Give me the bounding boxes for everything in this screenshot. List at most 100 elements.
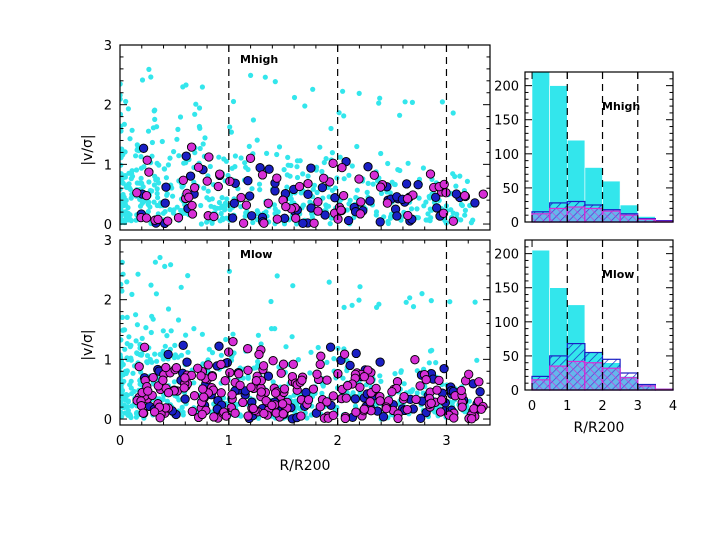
scatter-point — [209, 196, 215, 202]
scatter-point — [328, 391, 338, 401]
scatter-point — [120, 372, 126, 378]
scatter-point — [141, 164, 147, 170]
scatter-point — [158, 375, 168, 385]
scatter-point — [254, 208, 260, 214]
scatter-point — [148, 372, 158, 383]
scatter-point — [238, 218, 249, 228]
scatter-point — [120, 385, 124, 391]
panel-top-right: 0 50 100 150 200 Mhigh — [494, 71, 674, 231]
scatter-point — [120, 376, 123, 382]
scatter-point — [306, 163, 316, 173]
scatter-point — [129, 173, 136, 179]
scatter-point — [123, 202, 129, 208]
scatter-point — [283, 344, 289, 350]
scatter-point — [172, 342, 178, 348]
scatter-point — [407, 388, 413, 395]
scatter-point — [241, 200, 252, 210]
scatter-point — [134, 361, 144, 372]
scatter-point — [243, 176, 253, 186]
scatter-point — [322, 375, 332, 385]
scatter-point — [153, 291, 159, 297]
scatter-point — [340, 413, 350, 424]
scatter-point — [328, 158, 338, 168]
scatter-point — [290, 283, 296, 289]
scatter-point — [199, 84, 205, 90]
scatter-point — [315, 344, 321, 351]
scatter-point — [304, 415, 310, 421]
scatter-point — [245, 373, 251, 380]
scatter-point — [219, 195, 225, 201]
scatter-point — [296, 411, 306, 421]
scatter-point — [349, 163, 355, 169]
scatter-point — [120, 175, 126, 182]
scatter-point — [144, 360, 150, 366]
scatter-point — [337, 154, 343, 160]
scatter-point — [351, 407, 361, 417]
scatter-point — [325, 203, 332, 209]
scatter-point — [467, 414, 477, 424]
scatter-point — [120, 171, 124, 177]
scatter-point — [478, 189, 488, 199]
scatter-point — [129, 403, 135, 409]
scatter-point — [147, 204, 153, 210]
scatter-point — [474, 377, 484, 387]
scatter-point — [139, 180, 145, 186]
scatter-point — [263, 371, 274, 381]
y-tick-label: 100 — [494, 148, 519, 163]
scatter-point — [433, 360, 439, 366]
scatter-point — [198, 384, 208, 394]
scatter-point — [337, 162, 347, 173]
y-tick-label: 2 — [104, 294, 112, 309]
scatter-point — [322, 397, 332, 407]
scatter-point — [449, 413, 459, 423]
scatter-point — [170, 210, 176, 216]
scatter-point — [459, 202, 465, 209]
scatter-point — [146, 179, 152, 185]
scatter-point — [193, 363, 203, 373]
scatter-point — [129, 127, 135, 133]
scatter-point — [302, 103, 308, 109]
panel-top-left: 0 1 2 3 Mhigh |v/σ| — [80, 39, 491, 233]
scatter-point — [209, 350, 216, 356]
scatter-point — [167, 155, 173, 161]
scatter-point — [294, 164, 300, 170]
scatter-point — [300, 171, 306, 177]
scatter-point — [410, 355, 420, 365]
scatter-point — [165, 162, 171, 168]
scatter-point — [458, 217, 464, 223]
scatter-point — [439, 179, 449, 190]
scatter-point — [154, 186, 160, 192]
scatter-point — [124, 368, 130, 374]
scatter-point — [416, 195, 422, 201]
scatter-point — [272, 206, 278, 212]
scatter-point — [378, 412, 389, 422]
scatter-point — [154, 190, 160, 197]
x-axis-label-left: R/R200 — [280, 458, 331, 474]
histogram-bar — [531, 249, 550, 391]
scatter-point — [148, 329, 154, 336]
scatter-point — [232, 164, 238, 170]
scatter-point — [320, 210, 330, 220]
scatter-point — [223, 158, 229, 164]
scatter-point — [149, 188, 155, 194]
scatter-point — [204, 219, 210, 225]
scatter-point — [381, 403, 391, 414]
scatter-point — [219, 215, 226, 221]
scatter-point — [426, 398, 436, 408]
scatter-point — [425, 211, 431, 217]
scatter-point — [160, 198, 170, 208]
scatter-point — [216, 154, 222, 160]
y-tick-label: 150 — [494, 114, 519, 129]
scatter-point — [336, 205, 346, 215]
panel-bottom-right: 0 1 2 3 4 0 50 100 150 200 Mlow R/R200 — [494, 239, 677, 436]
scatter-point — [187, 209, 198, 219]
scatter-point — [216, 388, 226, 398]
scatter-point — [397, 167, 403, 174]
scatter-point — [313, 206, 323, 216]
scatter-point — [178, 340, 188, 350]
scatter-point — [197, 125, 203, 131]
scatter-point — [230, 98, 237, 105]
scatter-point — [128, 385, 134, 391]
scatter-point — [378, 150, 384, 157]
scatter-point — [203, 360, 213, 370]
